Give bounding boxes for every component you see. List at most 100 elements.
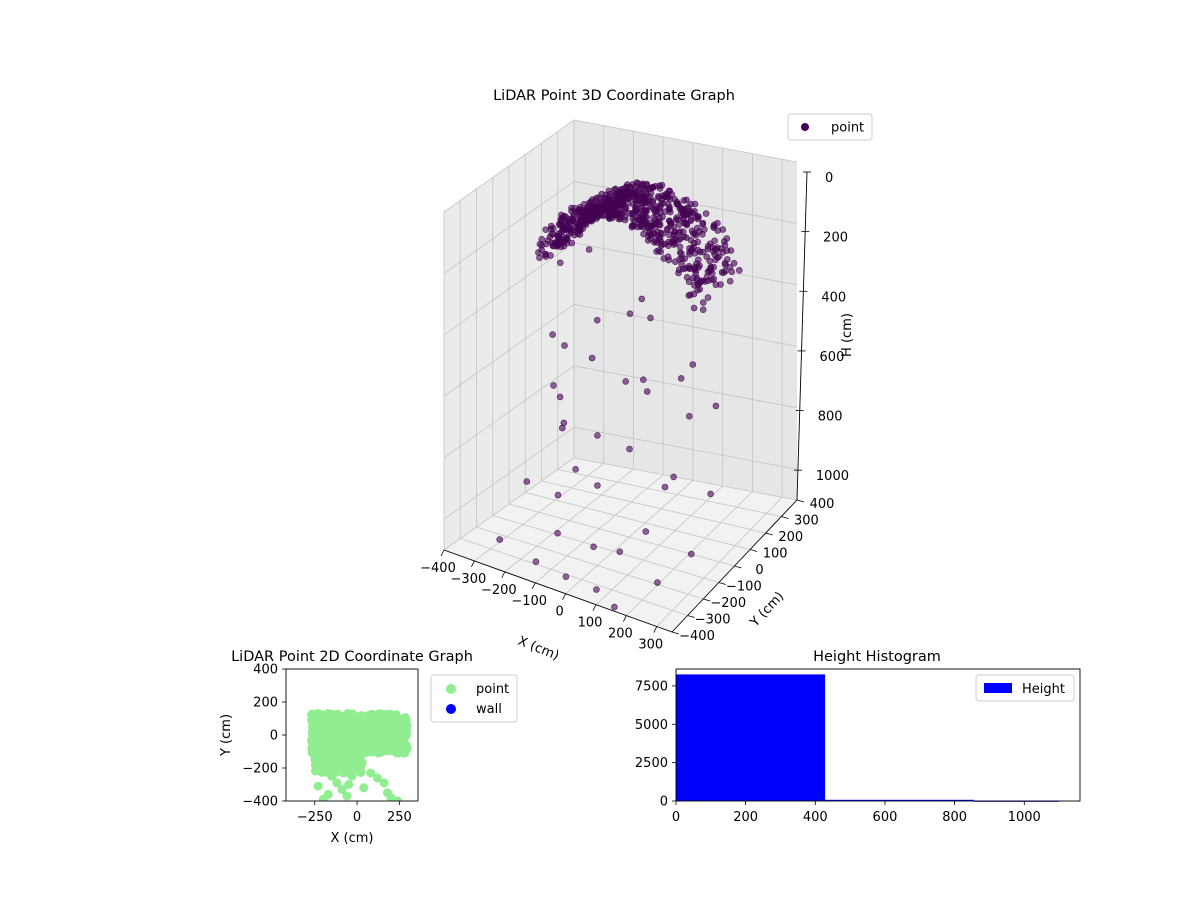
data-point xyxy=(642,528,650,535)
data-point xyxy=(626,445,633,453)
data-point xyxy=(377,711,387,721)
data-point xyxy=(367,747,377,757)
grid-line xyxy=(573,365,798,409)
histogram-bar xyxy=(825,799,975,801)
data-point xyxy=(355,724,365,734)
grid-line xyxy=(573,426,798,470)
data-point xyxy=(639,182,646,190)
y-tick-label: −200 xyxy=(242,762,278,777)
data-point xyxy=(704,268,712,276)
data-point xyxy=(588,354,596,362)
chart-2d-title: LiDAR Point 2D Coordinate Graph xyxy=(231,649,473,665)
data-point xyxy=(610,211,618,219)
data-point xyxy=(659,213,666,221)
data-point xyxy=(652,237,659,244)
data-point xyxy=(595,203,603,210)
y-tick-label: 200 xyxy=(253,696,278,711)
chart-2d: LiDAR Point 2D Coordinate Graph −250 0 250… xyxy=(219,649,518,846)
data-point xyxy=(682,264,689,272)
histogram-bar xyxy=(676,674,826,801)
data-point xyxy=(313,781,323,791)
data-point xyxy=(723,247,731,254)
x-tick xyxy=(623,615,627,622)
data-point xyxy=(365,727,375,737)
data-point xyxy=(687,200,695,208)
grid-line xyxy=(541,480,766,534)
data-point xyxy=(562,219,570,226)
data-point xyxy=(606,196,614,204)
data-point xyxy=(680,219,688,227)
data-point xyxy=(666,231,673,239)
data-point xyxy=(656,182,663,189)
x-tick-label: 0 xyxy=(672,810,680,825)
x-tick xyxy=(592,604,597,611)
data-point xyxy=(626,310,634,318)
data-point xyxy=(702,210,710,217)
data-point xyxy=(629,215,637,222)
data-point xyxy=(693,224,701,232)
grid-line xyxy=(508,503,735,567)
data-point xyxy=(633,183,640,190)
y-tick xyxy=(718,582,726,585)
chart-3d: LiDAR Point 3D Coordinate Graph −400−300… xyxy=(420,88,873,664)
chart-3d-legend: point xyxy=(787,113,873,141)
data-point xyxy=(337,785,347,794)
data-point xyxy=(562,573,570,581)
data-point xyxy=(632,206,639,213)
data-point xyxy=(665,206,673,213)
y-tick xyxy=(781,516,789,519)
legend-label-point: point xyxy=(831,121,864,136)
data-point xyxy=(645,232,652,240)
data-point xyxy=(332,778,342,788)
data-point xyxy=(538,235,546,243)
data-point xyxy=(678,250,685,257)
data-point xyxy=(676,228,684,235)
data-point xyxy=(383,788,392,798)
x-tick-label: 100 xyxy=(578,616,603,631)
data-point xyxy=(568,207,575,215)
data-point xyxy=(665,238,672,246)
data-point xyxy=(664,253,672,261)
data-point xyxy=(646,193,653,200)
data-point xyxy=(699,219,707,227)
x-tick-label: 250 xyxy=(387,810,412,825)
legend-label-height: Height xyxy=(1022,682,1065,697)
data-point xyxy=(647,223,655,231)
data-point xyxy=(549,331,556,338)
chart-3d-title: LiDAR Point 3D Coordinate Graph xyxy=(493,88,735,104)
x-tick xyxy=(562,593,566,600)
data-point xyxy=(356,766,365,776)
data-point xyxy=(349,711,359,720)
grid-line xyxy=(573,242,798,286)
data-point xyxy=(536,254,543,262)
data-point xyxy=(532,558,540,566)
data-point xyxy=(611,603,618,611)
legend-label-point: point xyxy=(476,682,509,697)
data-point xyxy=(665,217,673,225)
data-point xyxy=(664,193,672,200)
x-tick-label: 1000 xyxy=(1008,810,1041,825)
x-tick-label: 300 xyxy=(638,638,663,653)
data-point xyxy=(617,191,625,199)
grid-line xyxy=(573,119,798,163)
x-tick xyxy=(653,626,658,633)
data-point xyxy=(538,242,546,249)
y-tick-label: −200 xyxy=(710,596,746,611)
data-point xyxy=(324,738,334,748)
data-point xyxy=(604,202,612,210)
data-point xyxy=(561,226,569,234)
y-tick-label: 300 xyxy=(794,514,819,529)
data-point xyxy=(379,778,389,788)
data-point xyxy=(722,267,729,275)
x-tick xyxy=(531,582,536,589)
z-tick-label: 200 xyxy=(823,231,848,246)
data-point xyxy=(558,424,566,432)
data-point xyxy=(708,243,716,251)
grid-line xyxy=(557,469,782,517)
data-point xyxy=(580,201,588,208)
data-point xyxy=(554,491,562,499)
data-point xyxy=(628,223,636,231)
data-point xyxy=(542,253,550,260)
x-tick xyxy=(471,560,475,568)
z-tick-label: 800 xyxy=(818,410,843,425)
